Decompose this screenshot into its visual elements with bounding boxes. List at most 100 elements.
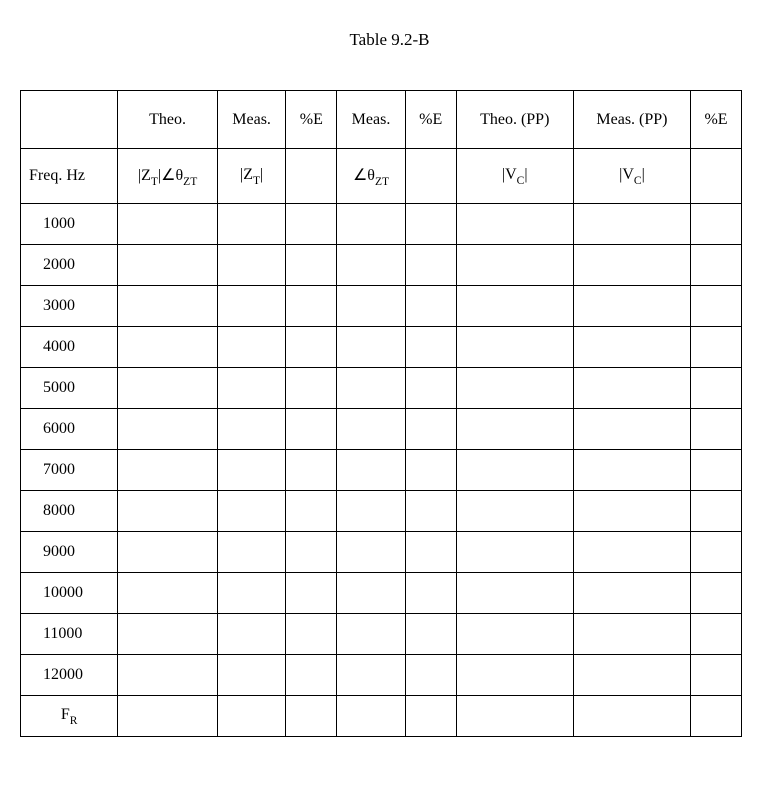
fr-cell: FR [21,696,118,737]
empty-cell [691,450,742,491]
empty-cell [456,245,573,286]
table-row: 4000 [21,327,742,368]
freq-cell: 1000 [21,204,118,245]
empty-cell [286,368,337,409]
empty-cell [217,573,286,614]
empty-cell [405,491,456,532]
empty-cell [405,286,456,327]
empty-cell [118,327,218,368]
empty-cell [405,245,456,286]
empty-cell [691,327,742,368]
table-row: 8000 [21,491,742,532]
table-row: 5000 [21,368,742,409]
table-row: 2000 [21,245,742,286]
freq-cell: 10000 [21,573,118,614]
empty-cell [217,655,286,696]
table-row: 3000 [21,286,742,327]
h2-freq: Freq. Hz [21,149,118,204]
empty-cell [456,532,573,573]
freq-cell: 7000 [21,450,118,491]
empty-cell [286,245,337,286]
empty-cell [118,696,218,737]
table-row: 6000 [21,409,742,450]
empty-cell [286,286,337,327]
empty-cell [217,532,286,573]
empty-cell [691,696,742,737]
empty-cell [118,450,218,491]
empty-cell [217,204,286,245]
empty-cell [217,696,286,737]
freq-cell: 11000 [21,614,118,655]
empty-cell [118,655,218,696]
empty-cell [405,532,456,573]
empty-cell [118,204,218,245]
h1-measpp: Meas. (PP) [573,91,690,149]
empty-cell [691,286,742,327]
data-table: Theo. Meas. %E Meas. %E Theo. (PP) Meas.… [20,90,742,737]
empty-cell [573,655,690,696]
empty-cell [337,491,406,532]
empty-cell [573,245,690,286]
freq-cell: 8000 [21,491,118,532]
table-row: FR [21,696,742,737]
h1-pe2: %E [405,91,456,149]
empty-cell [573,450,690,491]
empty-cell [337,409,406,450]
h1-meas2: Meas. [337,91,406,149]
empty-cell [286,614,337,655]
empty-cell [337,696,406,737]
h2-meas2: ∠θZT [337,149,406,204]
table-row: 11000 [21,614,742,655]
empty-cell [456,696,573,737]
table-row: 12000 [21,655,742,696]
empty-cell [286,655,337,696]
empty-cell [573,286,690,327]
empty-cell [217,368,286,409]
empty-cell [691,409,742,450]
h1-meas1: Meas. [217,91,286,149]
empty-cell [573,696,690,737]
empty-cell [337,204,406,245]
empty-cell [118,245,218,286]
freq-cell: 2000 [21,245,118,286]
empty-cell [118,491,218,532]
empty-cell [573,532,690,573]
empty-cell [286,491,337,532]
empty-cell [456,573,573,614]
h1-pe3: %E [691,91,742,149]
empty-cell [337,614,406,655]
freq-cell: 6000 [21,409,118,450]
empty-cell [118,614,218,655]
freq-cell: 12000 [21,655,118,696]
h1-theo: Theo. [118,91,218,149]
empty-cell [286,450,337,491]
freq-cell: 4000 [21,327,118,368]
empty-cell [405,327,456,368]
empty-cell [337,245,406,286]
empty-cell [217,409,286,450]
h2-pe3 [691,149,742,204]
empty-cell [691,655,742,696]
header-row-2: Freq. Hz |ZT|∠θZT |ZT| ∠θZT |VC| |VC| [21,149,742,204]
table-row: 10000 [21,573,742,614]
empty-cell [691,614,742,655]
empty-cell [286,204,337,245]
h2-theopp: |VC| [456,149,573,204]
empty-cell [405,655,456,696]
table-row: 7000 [21,450,742,491]
empty-cell [286,532,337,573]
empty-cell [405,409,456,450]
empty-cell [337,573,406,614]
empty-cell [118,573,218,614]
h2-measpp: |VC| [573,149,690,204]
empty-cell [337,450,406,491]
h2-pe1 [286,149,337,204]
h1-freq [21,91,118,149]
empty-cell [286,409,337,450]
empty-cell [217,327,286,368]
empty-cell [118,532,218,573]
h1-pe1: %E [286,91,337,149]
empty-cell [456,327,573,368]
h1-theopp: Theo. (PP) [456,91,573,149]
empty-cell [405,368,456,409]
